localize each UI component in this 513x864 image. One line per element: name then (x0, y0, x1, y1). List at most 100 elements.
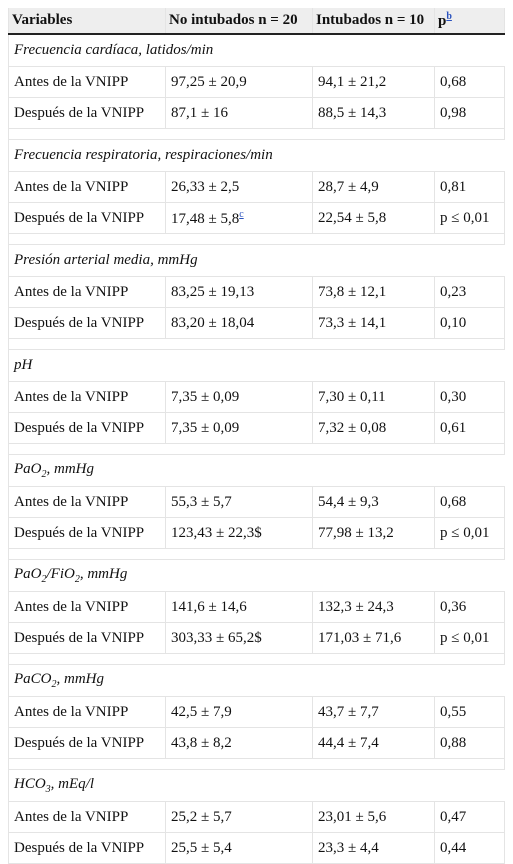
data-cell: 0,55 (434, 696, 505, 728)
data-cell: 0,81 (434, 171, 505, 203)
data-cell: 28,7 ± 4,9 (312, 171, 435, 203)
label-part: 2 (41, 469, 47, 480)
label-part: 2 (74, 574, 80, 585)
data-cell: 87,1 ± 16 (165, 97, 313, 129)
data-cell: 44,4 ± 7,4 (312, 727, 435, 759)
data-cell: 0,47 (434, 801, 505, 833)
data-cell: 55,3 ± 5,7 (165, 486, 313, 518)
gap-cell (8, 233, 505, 245)
data-cell: 141,6 ± 14,6 (165, 591, 313, 623)
label-part: , mmHg (46, 461, 95, 477)
section-label: PaCO2, mmHg (8, 664, 505, 697)
section-label: PaO2/FiO2, mmHg (8, 559, 505, 592)
data-cell: 123,43 ± 22,3$ (165, 517, 313, 549)
section-row: Frecuencia respiratoria, respiraciones/m… (8, 139, 505, 172)
gap-row (8, 128, 505, 140)
label-part: PaO (14, 566, 42, 582)
data-row: Después de la VNIPP 25,5 ± 5,4 23,3 ± 4,4 0… (8, 832, 505, 864)
data-row: Antes de la VNIPP 55,3 ± 5,7 54,4 ± 9,3 0,6… (8, 486, 505, 518)
label-part: 2 (51, 679, 57, 690)
data-cell: Antes de la VNIPP (8, 591, 166, 623)
data-cell: 77,98 ± 13,2 (312, 517, 435, 549)
data-cell: p ≤ 0,01 (434, 517, 505, 549)
data-cell: 17,48 ± 5,8c (165, 202, 313, 234)
section-label: HCO3, mEq/l (8, 769, 505, 802)
data-cell: Después de la VNIPP (8, 202, 166, 234)
data-cell: Después de la VNIPP (8, 832, 166, 864)
label-part: /FiO (46, 566, 75, 582)
data-cell: 0,36 (434, 591, 505, 623)
section-row: PaO2/FiO2, mmHg (8, 559, 505, 592)
data-cell: 83,25 ± 19,13 (165, 276, 313, 308)
label-part: Frecuencia cardíaca, latidos/min (14, 42, 214, 58)
gap-row (8, 548, 505, 560)
data-cell: Después de la VNIPP (8, 622, 166, 654)
data-cell: 0,23 (434, 276, 505, 308)
data-cell: Antes de la VNIPP (8, 66, 166, 98)
section-label: Frecuencia cardíaca, latidos/min (8, 33, 505, 67)
footnote-link[interactable]: b (446, 11, 452, 22)
label-part: , mmHg (56, 671, 105, 687)
data-cell: 88,5 ± 14,3 (312, 97, 435, 129)
data-cell: 0,68 (434, 66, 505, 98)
data-cell: 22,54 ± 5,8 (312, 202, 435, 234)
data-cell: 26,33 ± 2,5 (165, 171, 313, 203)
data-cell: p ≤ 0,01 (434, 202, 505, 234)
cell-text: p (438, 13, 447, 29)
section-row: Presión arterial media, mmHg (8, 244, 505, 277)
section-row: PaO2, mmHg (8, 454, 505, 487)
data-row: Antes de la VNIPP 42,5 ± 7,9 43,7 ± 7,7 0,5… (8, 696, 505, 728)
data-cell: 0,61 (434, 412, 505, 444)
data-row: Antes de la VNIPP 97,25 ± 20,9 94,1 ± 21,2… (8, 66, 505, 98)
data-cell: 7,32 ± 0,08 (312, 412, 435, 444)
section-row: pH (8, 349, 505, 382)
data-row: Después de la VNIPP 87,1 ± 16 88,5 ± 14,3 0… (8, 97, 505, 129)
data-row: Después de la VNIPP 17,48 ± 5,8c 22,54 ± 5… (8, 202, 505, 234)
data-cell: Después de la VNIPP (8, 727, 166, 759)
data-cell: 25,2 ± 5,7 (165, 801, 313, 833)
data-cell: Antes de la VNIPP (8, 801, 166, 833)
data-cell: 23,3 ± 4,4 (312, 832, 435, 864)
label-part: PaCO (14, 671, 52, 687)
footnote-link[interactable]: c (239, 208, 244, 220)
gap-row (8, 338, 505, 350)
gap-row (8, 233, 505, 245)
data-row: Después de la VNIPP 7,35 ± 0,09 7,32 ± 0,0… (8, 412, 505, 444)
data-row: Antes de la VNIPP 83,25 ± 19,13 73,8 ± 12,… (8, 276, 505, 308)
data-cell: 0,30 (434, 381, 505, 413)
data-table: Variables No intubados n = 20 Intubados n … (8, 8, 505, 864)
data-cell: 171,03 ± 71,6 (312, 622, 435, 654)
section-label: pH (8, 349, 505, 382)
gap-cell (8, 443, 505, 455)
data-cell: Después de la VNIPP (8, 97, 166, 129)
data-cell: 0,98 (434, 97, 505, 129)
section-label: Presión arterial media, mmHg (8, 244, 505, 277)
section-row: HCO3, mEq/l (8, 769, 505, 802)
data-row: Antes de la VNIPP 141,6 ± 14,6 132,3 ± 24,… (8, 591, 505, 623)
gap-row (8, 443, 505, 455)
cell-text: 17,48 ± 5,8 (171, 210, 240, 227)
data-cell: 303,33 ± 65,2$ (165, 622, 313, 654)
data-cell: Antes de la VNIPP (8, 696, 166, 728)
data-row: Después de la VNIPP 123,43 ± 22,3$ 77,98 ±… (8, 517, 505, 549)
data-cell: Después de la VNIPP (8, 412, 166, 444)
data-cell: Antes de la VNIPP (8, 381, 166, 413)
header-row: Variables No intubados n = 20 Intubados n … (8, 8, 505, 35)
label-part: 3 (45, 784, 51, 795)
data-cell: 43,7 ± 7,7 (312, 696, 435, 728)
data-cell: 7,30 ± 0,11 (312, 381, 435, 413)
data-cell: 0,88 (434, 727, 505, 759)
data-row: Antes de la VNIPP 7,35 ± 0,09 7,30 ± 0,11 0… (8, 381, 505, 413)
data-cell: 23,01 ± 5,6 (312, 801, 435, 833)
data-cell: Después de la VNIPP (8, 307, 166, 339)
data-cell: Antes de la VNIPP (8, 486, 166, 518)
label-part: Frecuencia respiratoria, respiraciones/m… (14, 147, 273, 163)
label-part: Presión arterial media, mmHg (14, 252, 198, 268)
header-cell: Intubados n = 10 (312, 8, 435, 35)
header-cell: No intubados n = 20 (165, 8, 313, 35)
data-cell: 83,20 ± 18,04 (165, 307, 313, 339)
data-cell: Antes de la VNIPP (8, 276, 166, 308)
label-part: PaO (14, 461, 42, 477)
label-part: , mEq/l (50, 776, 95, 792)
